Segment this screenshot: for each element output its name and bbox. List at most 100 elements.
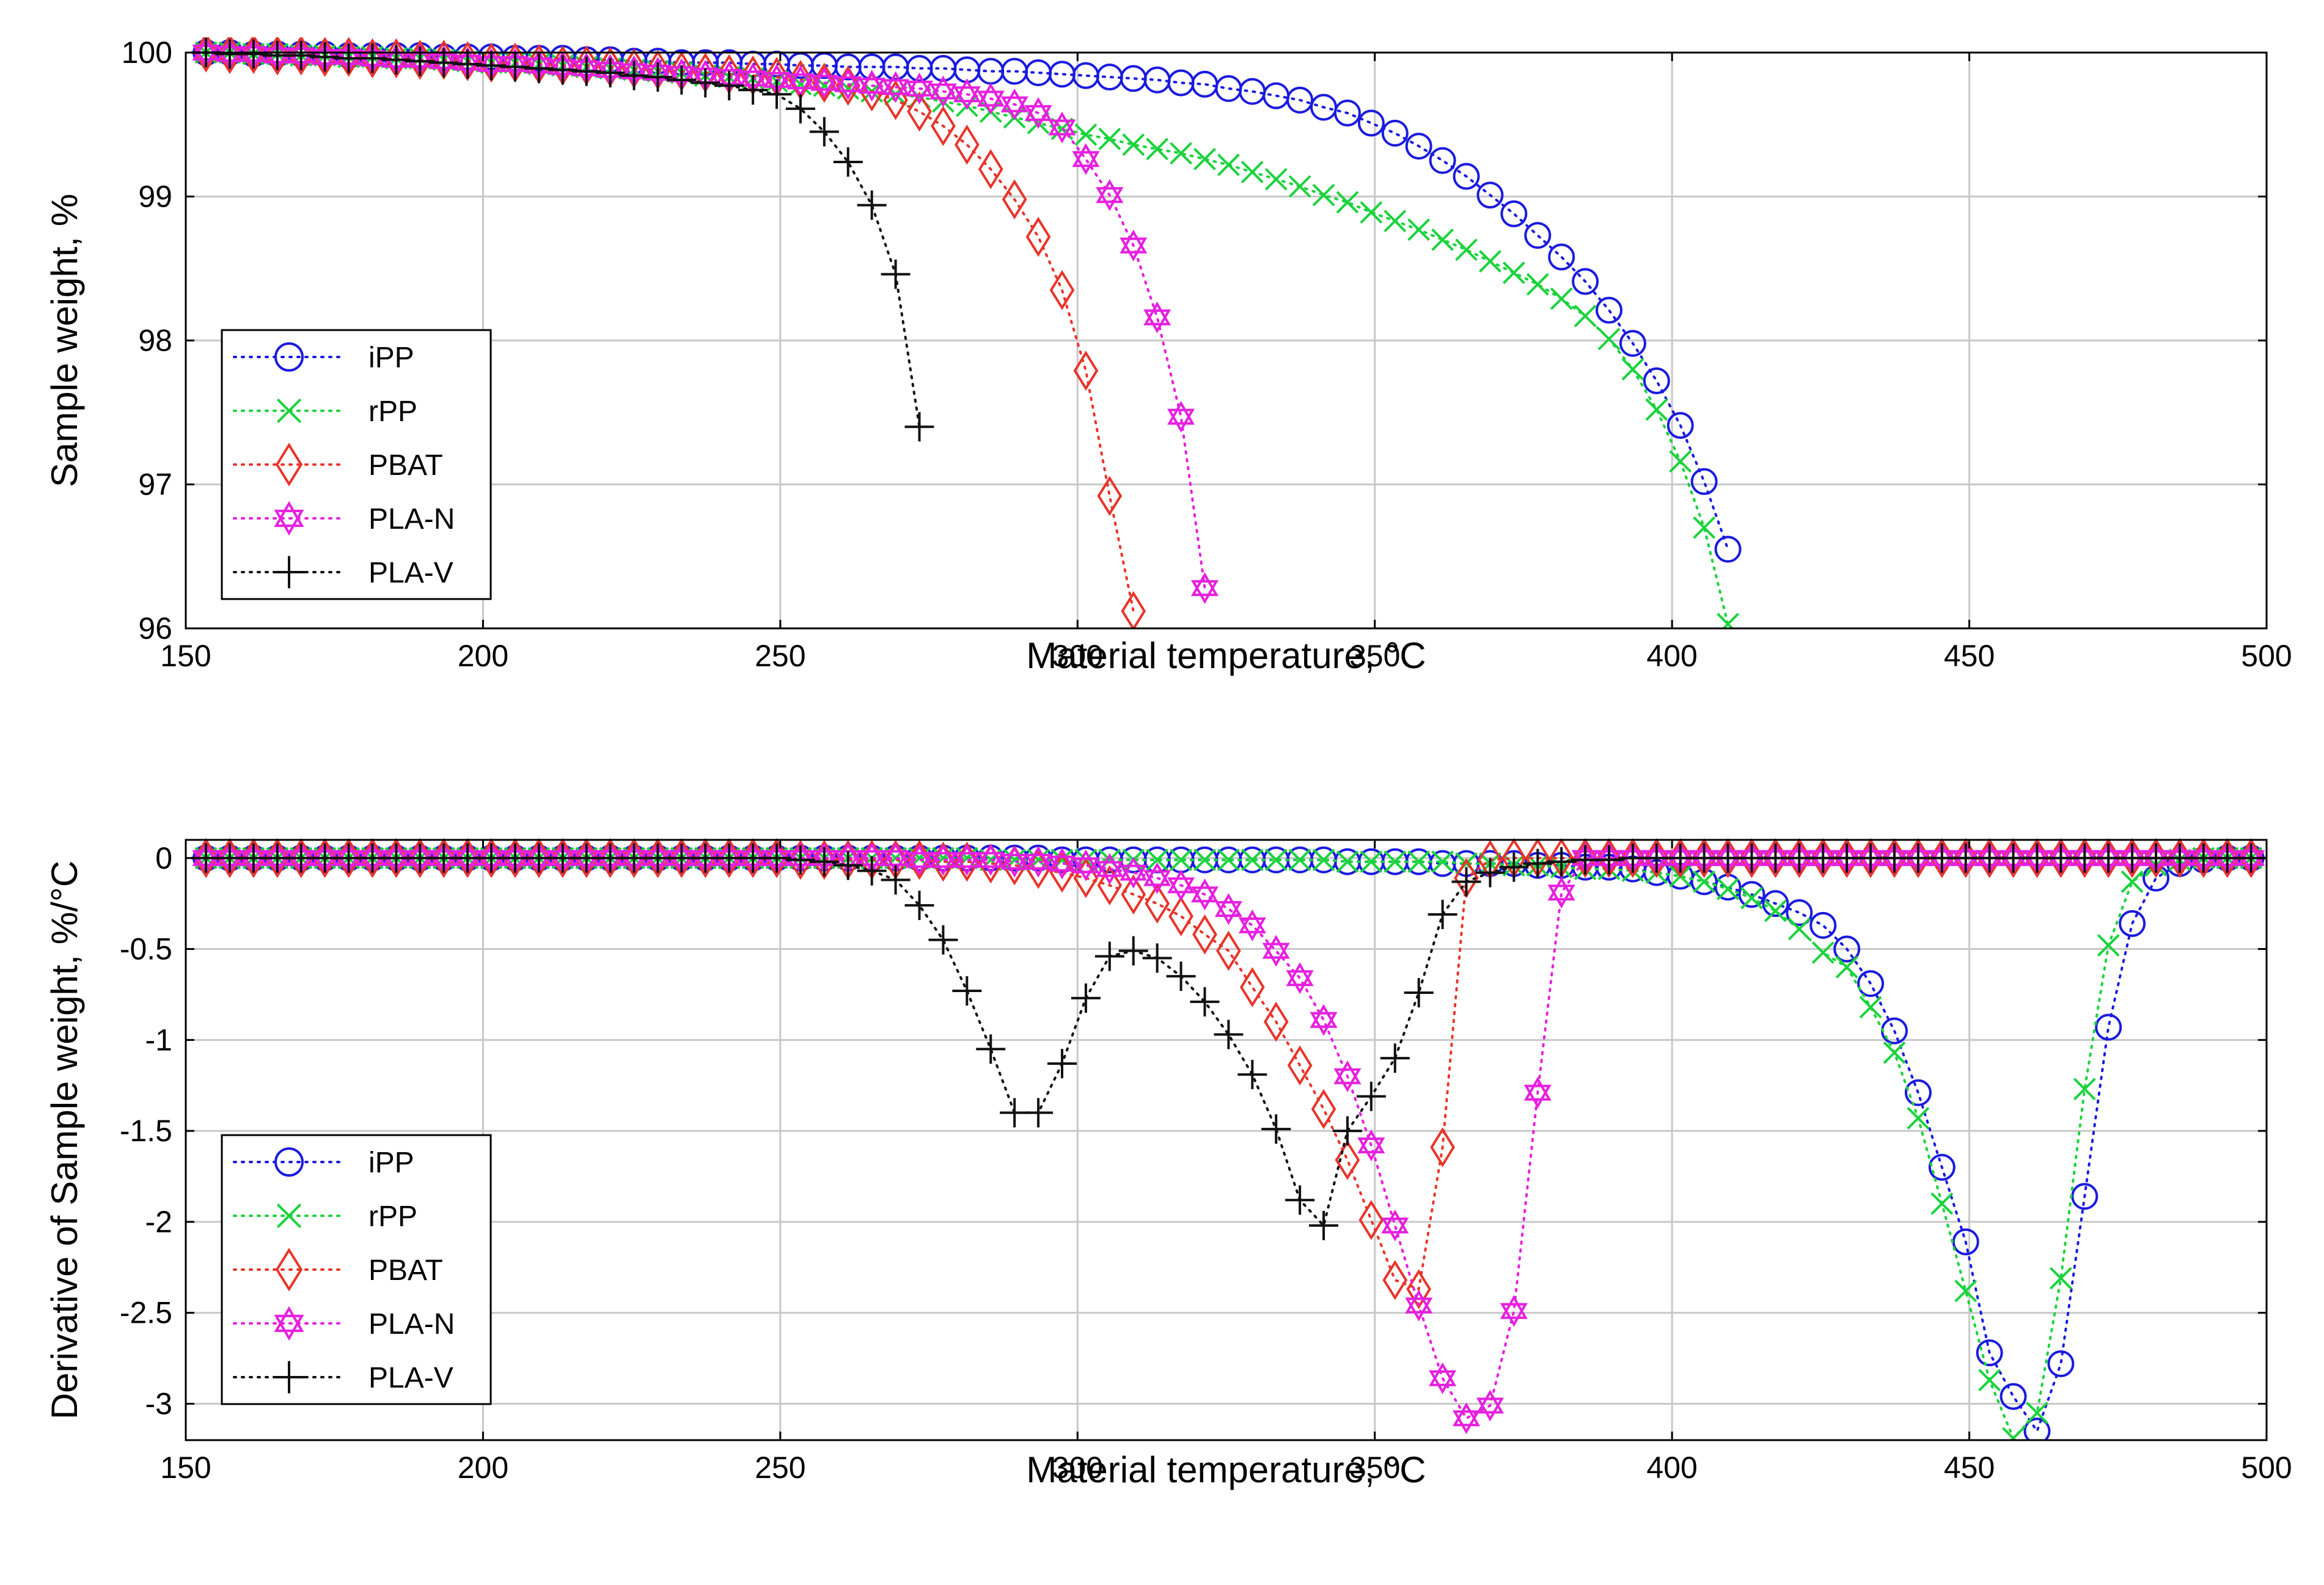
data-point-rpp	[1384, 210, 1407, 232]
data-point-ipp	[1857, 970, 1885, 998]
legend-item-pla-v: PLA-V	[233, 556, 453, 589]
data-point-pbat	[954, 124, 980, 165]
data-point-pla-n	[1072, 143, 1100, 175]
data-point-pla-n	[1048, 847, 1076, 880]
data-point-rpp	[1883, 1041, 1906, 1064]
data-point-rpp	[1717, 612, 1740, 628]
derivative-chart-y-axis-label: Derivative of Sample weight, %/°C	[44, 861, 85, 1419]
data-point-rpp	[1312, 183, 1335, 207]
y-tick-label: -0.5	[120, 932, 172, 966]
data-point-pbat	[1382, 1260, 1408, 1300]
data-point-pla-n	[1405, 1289, 1433, 1322]
data-point-pla-n	[1048, 111, 1076, 144]
derivative-chart-plot-area	[191, 837, 2266, 1440]
data-point-pbat	[1430, 1127, 1455, 1168]
data-point-pla-v	[286, 40, 316, 70]
data-point-pla-n	[1120, 229, 1148, 262]
data-point-pla-n	[1072, 849, 1100, 881]
legend-label: PBAT	[368, 1254, 443, 1287]
data-point-pla-n	[1262, 935, 1290, 967]
data-point-rpp	[1170, 142, 1192, 165]
legend-item-rpp: rPP	[233, 1201, 417, 1233]
legend-marker	[274, 1147, 304, 1177]
y-tick-label: -1	[145, 1023, 172, 1057]
data-point-rpp	[1264, 848, 1288, 872]
data-point-rpp	[1954, 1279, 1978, 1303]
series-ipp	[192, 844, 2265, 1440]
data-point-pbat	[1073, 350, 1099, 391]
data-point-pla-v	[881, 259, 911, 289]
data-point-rpp	[1003, 848, 1026, 872]
data-point-rpp	[1431, 228, 1454, 251]
data-point-pla-n	[834, 68, 862, 100]
data-point-rpp	[1859, 996, 1882, 1019]
data-point-pla-v	[857, 190, 887, 220]
data-point-pla-v	[1118, 936, 1148, 966]
data-point-rpp	[1288, 848, 1311, 872]
y-tick-label: 96	[138, 611, 172, 645]
data-point-pbat	[1168, 896, 1193, 936]
data-point-ipp	[1500, 200, 1528, 227]
data-point-pla-v	[1166, 962, 1196, 991]
legend-item-ipp: iPP	[233, 1147, 414, 1179]
data-point-pla-n	[1476, 1389, 1504, 1422]
data-point-pla-n	[1214, 893, 1242, 925]
legend-marker	[276, 1203, 302, 1229]
data-point-pbat	[1025, 216, 1051, 257]
data-point-pla-v	[1142, 943, 1172, 973]
legend-label: PLA-N	[368, 1308, 455, 1340]
data-point-rpp	[1407, 850, 1431, 873]
data-point-pla-v	[619, 61, 649, 90]
y-tick-label: -3	[145, 1386, 172, 1421]
data-point-pla-n	[1310, 1004, 1338, 1036]
data-point-rpp	[2097, 934, 2120, 957]
x-tick-label: 450	[1944, 639, 1995, 673]
y-tick-label: 100	[122, 35, 172, 70]
data-point-rpp	[1146, 848, 1169, 872]
data-point-rpp	[1693, 870, 1716, 893]
data-point-ipp	[1429, 850, 1456, 877]
legend-marker	[274, 501, 304, 536]
data-point-pla-n	[1000, 845, 1028, 878]
x-tick-label: 350	[1349, 639, 1400, 673]
data-point-ipp	[1405, 133, 1432, 160]
data-point-pla-n	[882, 842, 910, 874]
y-tick-label: -1.5	[120, 1114, 172, 1148]
x-tick-label: 300	[1052, 1451, 1103, 1485]
data-point-pla-n	[810, 67, 838, 99]
data-point-pla-v	[1475, 858, 1505, 888]
data-point-rpp	[1217, 848, 1240, 872]
data-point-pla-v	[1332, 1116, 1362, 1146]
data-point-ipp	[2023, 1418, 2051, 1440]
data-point-pbat	[1145, 883, 1170, 924]
data-point-rpp	[813, 74, 836, 97]
weight-chart-ticks: 150 200 250 300 350 400 450 500 96 97 98 99 100	[122, 35, 2292, 673]
legend-label: rPP	[368, 395, 417, 428]
series-pla-v	[191, 843, 2266, 1240]
data-point-pla-v	[1071, 983, 1101, 1013]
data-point-rpp	[1146, 138, 1169, 161]
data-point-rpp	[1717, 877, 1740, 900]
data-point-pla-v	[809, 847, 839, 877]
data-point-rpp	[1550, 287, 1573, 311]
data-point-rpp	[2121, 870, 2144, 893]
data-point-ipp	[1286, 86, 1314, 114]
data-point-pla-n	[1167, 869, 1195, 902]
data-point-rpp	[1170, 848, 1192, 872]
data-point-ipp	[1786, 899, 1813, 927]
data-point-pla-v	[904, 412, 934, 442]
x-tick-label: 150	[160, 1451, 211, 1485]
data-point-rpp	[2026, 1401, 2048, 1424]
data-point-rpp	[1597, 328, 1621, 351]
x-tick-label: 400	[1646, 639, 1697, 673]
data-point-rpp	[1835, 955, 1858, 979]
data-point-pbat	[1049, 270, 1075, 311]
data-point-rpp	[1241, 848, 1264, 872]
data-point-pbat	[907, 91, 932, 132]
data-point-pla-v	[833, 147, 863, 177]
data-point-pla-n	[1453, 1402, 1481, 1435]
data-point-ipp	[1381, 119, 1409, 147]
data-point-rpp	[1978, 1369, 2001, 1392]
data-point-pla-v	[405, 46, 435, 76]
